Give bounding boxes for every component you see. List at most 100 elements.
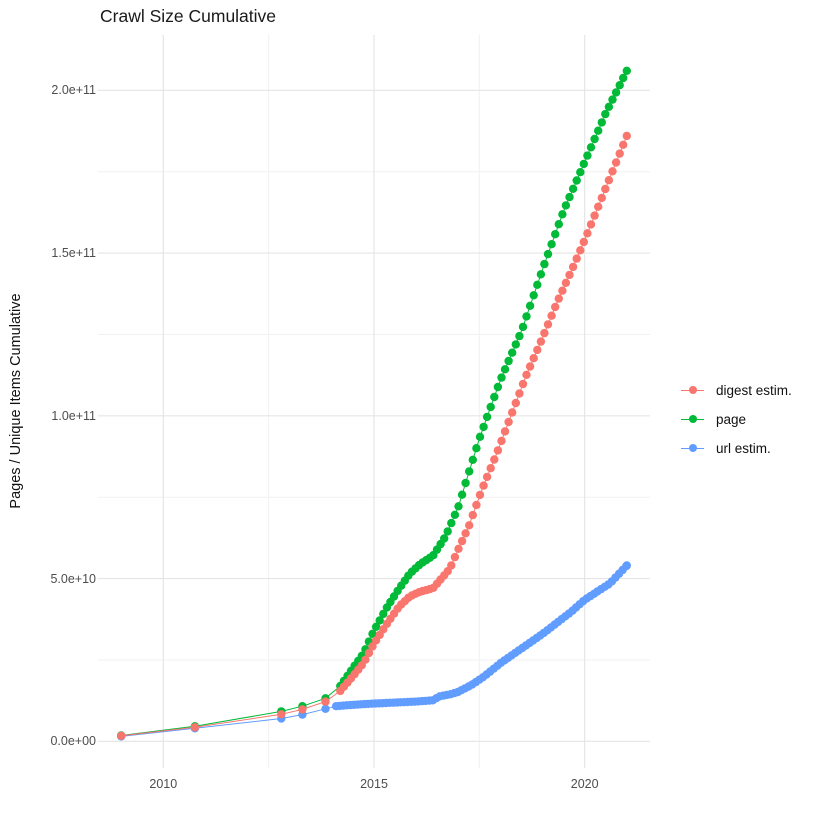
data-point-page[interactable] bbox=[490, 392, 499, 402]
data-point-digest-estim[interactable] bbox=[475, 490, 485, 500]
data-point-page[interactable] bbox=[590, 134, 599, 144]
legend-item-url-estim[interactable]: url estim. bbox=[681, 437, 792, 459]
data-point-digest-estim[interactable] bbox=[472, 500, 481, 510]
data-point-digest-estim[interactable] bbox=[551, 302, 560, 312]
data-point-page[interactable] bbox=[379, 609, 388, 619]
data-point-digest-estim[interactable] bbox=[529, 354, 538, 363]
data-point-digest-estim[interactable] bbox=[590, 211, 599, 220]
data-point-url-estim[interactable] bbox=[321, 704, 330, 713]
data-point-page[interactable] bbox=[461, 478, 470, 488]
data-point-digest-estim[interactable] bbox=[479, 481, 488, 490]
data-point-page[interactable] bbox=[604, 102, 614, 112]
data-point-digest-estim[interactable] bbox=[461, 529, 470, 538]
data-point-digest-estim[interactable] bbox=[450, 552, 460, 562]
data-point-page[interactable] bbox=[572, 176, 581, 185]
data-point-page[interactable] bbox=[450, 510, 460, 519]
data-point-page[interactable] bbox=[504, 356, 513, 366]
data-point-digest-estim[interactable] bbox=[457, 536, 467, 546]
data-point-page[interactable] bbox=[619, 73, 628, 83]
data-point-digest-estim[interactable] bbox=[298, 705, 307, 714]
data-point-page[interactable] bbox=[500, 365, 510, 374]
data-point-digest-estim[interactable] bbox=[468, 510, 477, 520]
data-point-page[interactable] bbox=[529, 291, 538, 300]
data-point-page[interactable] bbox=[525, 301, 535, 310]
data-point-page[interactable] bbox=[515, 331, 524, 341]
data-point-digest-estim[interactable] bbox=[583, 229, 592, 238]
data-point-page[interactable] bbox=[561, 201, 571, 210]
data-point-digest-estim[interactable] bbox=[525, 362, 535, 371]
data-point-page[interactable] bbox=[479, 422, 488, 432]
data-point-page[interactable] bbox=[472, 444, 481, 453]
data-point-page[interactable] bbox=[443, 527, 452, 536]
data-point-digest-estim[interactable] bbox=[565, 270, 574, 280]
data-point-page[interactable] bbox=[597, 118, 606, 127]
data-point-page[interactable] bbox=[558, 210, 567, 219]
data-point-page[interactable] bbox=[457, 490, 467, 499]
data-point-digest-estim[interactable] bbox=[500, 427, 510, 436]
data-point-page[interactable] bbox=[486, 402, 495, 412]
data-point-page[interactable] bbox=[482, 412, 492, 422]
data-point-page[interactable] bbox=[447, 518, 456, 528]
data-point-digest-estim[interactable] bbox=[547, 311, 556, 320]
data-point-digest-estim[interactable] bbox=[504, 417, 513, 427]
data-point-digest-estim[interactable] bbox=[536, 337, 546, 346]
data-point-digest-estim[interactable] bbox=[543, 320, 553, 329]
data-point-page[interactable] bbox=[554, 220, 563, 229]
data-point-digest-estim[interactable] bbox=[364, 648, 374, 658]
data-point-page[interactable] bbox=[611, 88, 621, 97]
data-point-page[interactable] bbox=[615, 81, 624, 90]
data-point-page[interactable] bbox=[536, 270, 546, 279]
data-point-digest-estim[interactable] bbox=[117, 731, 126, 740]
data-point-digest-estim[interactable] bbox=[579, 237, 588, 247]
data-point-page[interactable] bbox=[508, 348, 517, 357]
data-point-page[interactable] bbox=[547, 240, 556, 249]
data-point-page[interactable] bbox=[511, 340, 520, 349]
data-point-page[interactable] bbox=[608, 95, 617, 104]
data-point-url-estim[interactable] bbox=[622, 561, 631, 570]
data-point-page[interactable] bbox=[594, 126, 603, 135]
data-point-digest-estim[interactable] bbox=[554, 294, 563, 303]
data-point-page[interactable] bbox=[568, 184, 578, 193]
data-point-page[interactable] bbox=[543, 249, 553, 259]
data-point-digest-estim[interactable] bbox=[611, 158, 621, 167]
data-point-page[interactable] bbox=[465, 467, 474, 476]
data-point-page[interactable] bbox=[551, 230, 560, 239]
data-point-page[interactable] bbox=[533, 280, 542, 289]
data-point-digest-estim[interactable] bbox=[622, 131, 631, 141]
data-point-page[interactable] bbox=[518, 322, 528, 332]
data-point-digest-estim[interactable] bbox=[497, 436, 506, 446]
data-point-digest-estim[interactable] bbox=[522, 370, 531, 379]
data-point-page[interactable] bbox=[475, 432, 485, 441]
data-point-digest-estim[interactable] bbox=[511, 398, 520, 408]
data-point-digest-estim[interactable] bbox=[508, 408, 517, 417]
data-point-digest-estim[interactable] bbox=[518, 379, 528, 389]
data-point-page[interactable] bbox=[576, 168, 585, 177]
data-point-page[interactable] bbox=[565, 192, 574, 202]
data-point-digest-estim[interactable] bbox=[561, 278, 571, 287]
data-point-page[interactable] bbox=[371, 622, 381, 631]
data-point-digest-estim[interactable] bbox=[619, 140, 628, 149]
data-point-page[interactable] bbox=[540, 259, 549, 269]
data-point-digest-estim[interactable] bbox=[533, 345, 542, 355]
data-point-page[interactable] bbox=[497, 373, 506, 382]
data-point-page[interactable] bbox=[579, 159, 588, 169]
data-point-digest-estim[interactable] bbox=[493, 446, 503, 455]
data-point-digest-estim[interactable] bbox=[190, 723, 200, 732]
data-point-page[interactable] bbox=[622, 66, 631, 76]
data-point-digest-estim[interactable] bbox=[568, 262, 578, 272]
data-point-page[interactable] bbox=[583, 151, 592, 160]
data-point-digest-estim[interactable] bbox=[604, 176, 614, 185]
data-point-digest-estim[interactable] bbox=[594, 202, 603, 211]
data-point-digest-estim[interactable] bbox=[576, 246, 585, 255]
legend-item-digest-estim[interactable]: digest estim. bbox=[681, 379, 792, 401]
data-point-digest-estim[interactable] bbox=[540, 328, 549, 338]
data-point-page[interactable] bbox=[368, 629, 377, 638]
data-point-digest-estim[interactable] bbox=[558, 286, 567, 295]
data-point-digest-estim[interactable] bbox=[454, 544, 463, 553]
data-point-page[interactable] bbox=[586, 143, 596, 152]
data-point-digest-estim[interactable] bbox=[586, 220, 596, 229]
data-point-digest-estim[interactable] bbox=[572, 254, 581, 263]
data-point-digest-estim[interactable] bbox=[486, 464, 495, 473]
data-point-page[interactable] bbox=[468, 455, 477, 464]
data-point-page[interactable] bbox=[522, 312, 531, 321]
